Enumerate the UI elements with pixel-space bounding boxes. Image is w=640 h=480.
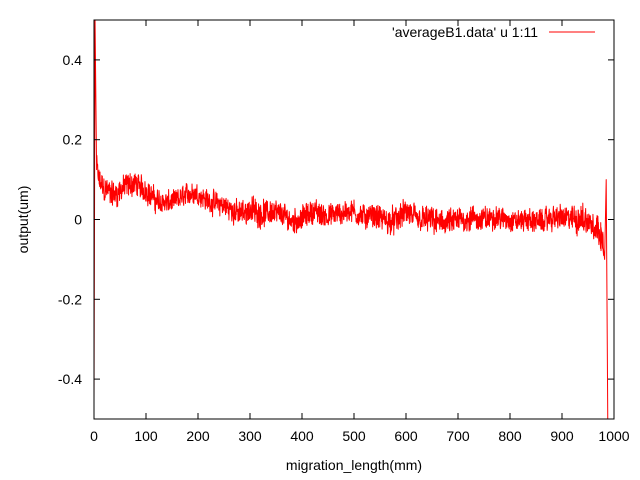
x-axis-title: migration_length(mm): [286, 457, 422, 473]
plot-series-group: [93, 19, 609, 420]
y-axis-title: output(um): [15, 186, 31, 254]
x-tick-label: 0: [90, 428, 98, 444]
legend: 'averageB1.data' u 1:11: [392, 24, 595, 40]
tick-labels-group: 0 100 200 300 400 500 600 700 800 900 1000 -0.4 -0.2…: [58, 52, 630, 444]
x-tick-label: 800: [498, 428, 522, 444]
x-tick-label: 500: [342, 428, 366, 444]
y-tick-label: -0.4: [58, 371, 82, 387]
y-tick-label: -0.2: [58, 291, 82, 307]
x-tick-label: 200: [186, 428, 210, 444]
y-tick-label: 0: [74, 212, 82, 228]
x-tick-label: 700: [446, 428, 470, 444]
legend-label: 'averageB1.data' u 1:11: [392, 24, 538, 40]
x-tick-label: 1000: [598, 428, 629, 444]
y-tick-label: 0.4: [63, 52, 83, 68]
x-tick-label: 300: [238, 428, 262, 444]
x-tick-label: 100: [134, 428, 158, 444]
axis-ticks-group: [93, 20, 615, 419]
series-line-averageB1: [93, 19, 609, 420]
x-tick-label: 400: [290, 428, 314, 444]
x-tick-label: 600: [394, 428, 418, 444]
x-tick-label: 900: [550, 428, 574, 444]
y-tick-label: 0.2: [63, 132, 83, 148]
